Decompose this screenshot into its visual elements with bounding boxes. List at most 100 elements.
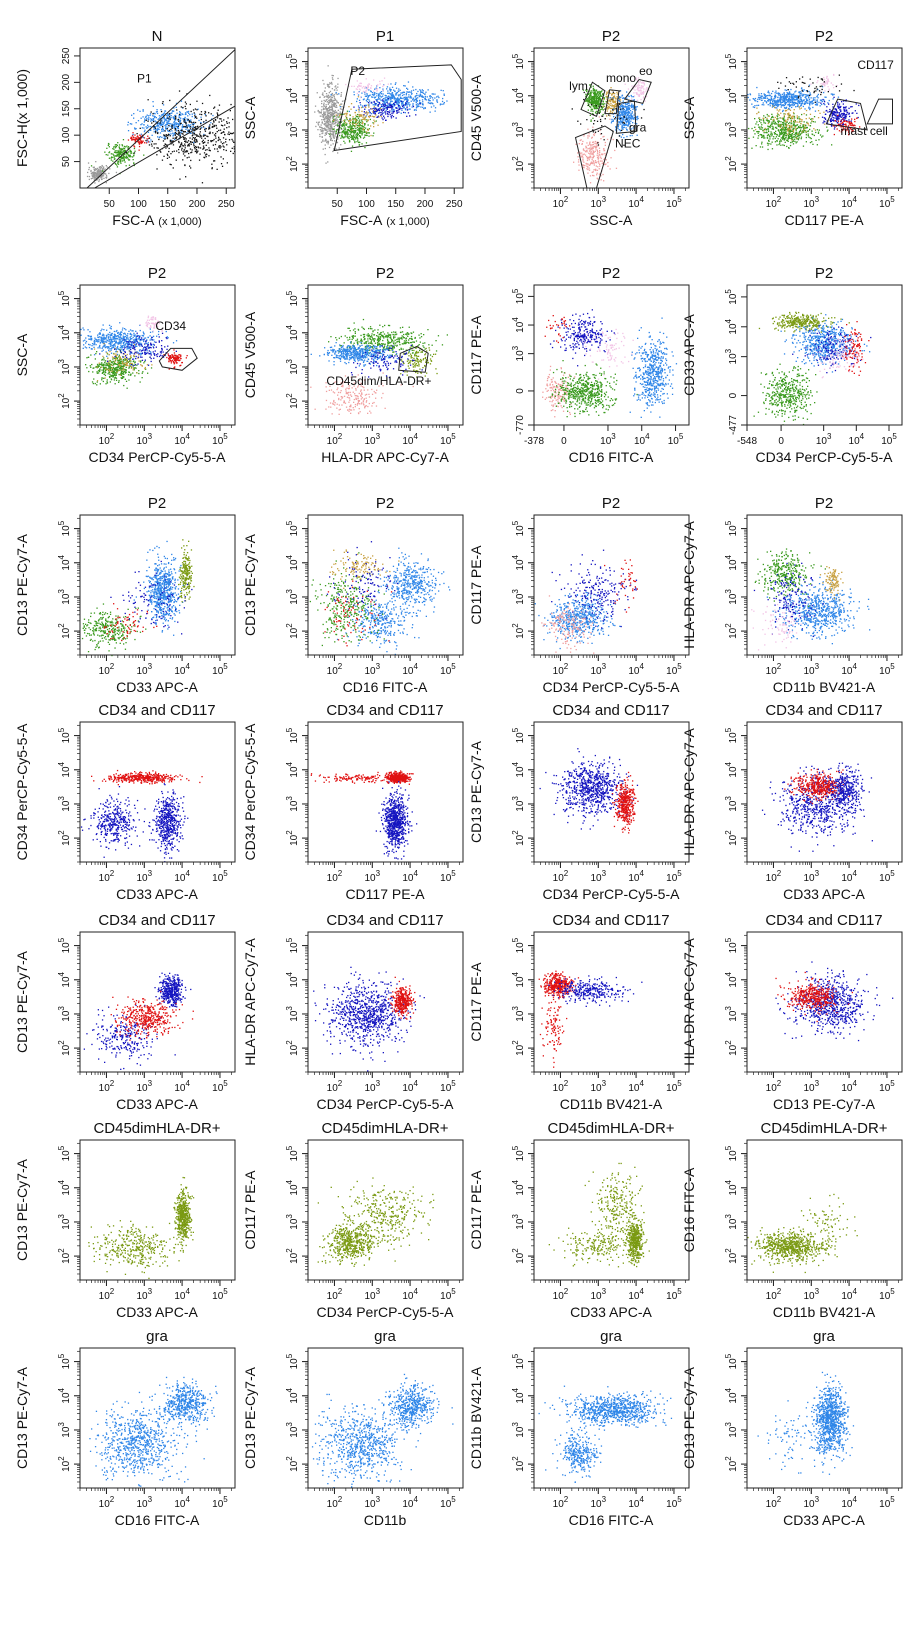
data-point	[416, 105, 418, 107]
data-point	[133, 146, 136, 148]
data-point	[619, 90, 622, 92]
data-point	[361, 132, 363, 135]
data-point	[227, 133, 229, 135]
gate-polygon[interactable]	[574, 125, 614, 189]
data-point	[183, 126, 185, 128]
data-point	[638, 89, 640, 92]
data-point	[347, 133, 350, 135]
data-point	[769, 99, 771, 101]
data-point	[171, 110, 173, 112]
data-point	[204, 130, 207, 132]
data-point	[156, 122, 159, 124]
data-point	[604, 154, 607, 156]
data-point	[116, 150, 118, 152]
data-point	[616, 110, 618, 113]
data-point	[184, 151, 187, 153]
data-point	[352, 124, 354, 126]
data-point	[625, 127, 627, 129]
data-point	[625, 106, 628, 108]
data-point	[168, 124, 170, 127]
data-point	[181, 113, 183, 115]
data-point	[621, 108, 623, 111]
data-point	[601, 93, 604, 96]
data-point	[592, 100, 594, 102]
data-point	[626, 113, 629, 115]
data-point	[169, 130, 171, 133]
data-point	[165, 128, 167, 130]
data-point	[208, 155, 210, 157]
data-point	[370, 87, 372, 90]
data-point	[187, 140, 190, 142]
gate-polygon[interactable]	[333, 64, 462, 152]
data-point	[317, 109, 319, 112]
data-point	[621, 114, 623, 117]
data-point	[635, 92, 637, 94]
gate-polygon[interactable]	[623, 78, 652, 104]
data-point	[155, 117, 157, 119]
data-point	[622, 133, 624, 136]
data-point	[765, 95, 767, 98]
data-point	[781, 104, 783, 107]
data-point	[611, 94, 613, 96]
data-point	[334, 112, 336, 114]
data-point	[412, 104, 414, 106]
data-point	[776, 101, 778, 103]
data-point	[116, 166, 119, 168]
data-point	[780, 97, 782, 99]
data-point	[620, 104, 622, 106]
data-point	[194, 150, 196, 153]
data-point	[587, 109, 589, 111]
data-point	[592, 96, 594, 98]
data-point	[631, 85, 633, 87]
data-point	[607, 108, 609, 110]
data-point	[421, 99, 424, 101]
data-point	[158, 136, 160, 139]
data-point	[359, 102, 361, 104]
gate-polygon[interactable]	[615, 100, 637, 134]
gate-polygon[interactable]	[604, 89, 620, 115]
data-point	[587, 92, 590, 94]
gate-label: P1	[137, 71, 152, 85]
data-point	[417, 90, 419, 93]
data-point	[411, 106, 413, 108]
data-point	[189, 113, 191, 116]
data-point	[115, 152, 117, 154]
data-point	[171, 139, 173, 141]
data-point	[587, 163, 589, 165]
data-point	[586, 89, 588, 91]
data-point	[587, 100, 589, 103]
data-point	[185, 123, 187, 125]
data-point	[355, 114, 357, 116]
data-point	[368, 95, 371, 97]
data-point	[758, 126, 760, 128]
data-point	[632, 116, 634, 118]
data-point	[183, 138, 186, 140]
data-point	[360, 130, 362, 132]
data-point	[356, 141, 358, 143]
data-point	[601, 108, 603, 110]
data-point	[178, 140, 180, 143]
gate-polygon[interactable]	[580, 81, 606, 117]
data-point	[614, 98, 617, 100]
data-point	[124, 154, 126, 156]
data-point	[192, 137, 194, 139]
data-point	[764, 97, 766, 99]
data-point	[330, 138, 333, 140]
data-point	[135, 128, 137, 130]
data-point	[777, 96, 779, 99]
data-point	[635, 78, 638, 81]
data-point	[350, 136, 352, 138]
data-point	[610, 122, 613, 124]
data-point	[590, 153, 592, 155]
data-point	[636, 134, 638, 136]
data-point	[357, 96, 360, 98]
data-point	[386, 88, 388, 90]
data-point	[340, 94, 342, 96]
data-point	[190, 143, 192, 145]
data-point	[611, 100, 614, 102]
data-point	[339, 129, 341, 131]
data-point	[139, 134, 141, 136]
data-point	[386, 99, 388, 101]
data-point	[348, 119, 350, 122]
data-point	[769, 101, 771, 103]
